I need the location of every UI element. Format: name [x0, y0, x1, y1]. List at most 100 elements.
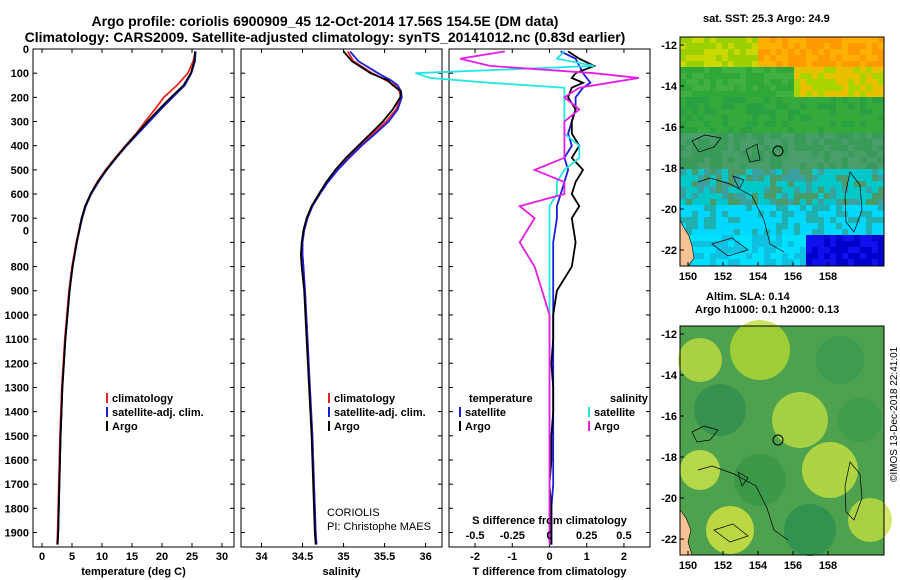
x-tick-label: 0 — [39, 551, 45, 563]
series-line-argo — [299, 50, 402, 545]
legend-label: satellite — [465, 407, 506, 419]
lon-tick-label: 152 — [714, 560, 732, 572]
depth-tick-label: 1800 — [5, 503, 29, 515]
salinity-panel-frame — [240, 48, 443, 548]
institution-label: CORIOLIS — [327, 507, 380, 519]
depth-tick-label: 1300 — [5, 382, 29, 394]
x-axis-label: temperature (deg C) — [81, 566, 186, 578]
sla-map-title-line-1: Altim. SLA: 0.14 — [706, 291, 790, 303]
depth-tick-label: 1900 — [5, 527, 29, 539]
sla-map[interactable] — [678, 320, 892, 556]
lon-tick-label: 156 — [784, 271, 802, 283]
series-line-salinity-argo — [459, 50, 639, 545]
top-tick-label: 0.25 — [576, 530, 597, 542]
argo-position-marker-sst[interactable] — [772, 145, 784, 157]
x-tick-label: -2 — [470, 551, 480, 563]
reef-contours-sst — [691, 134, 863, 257]
lat-tick-label: -16 — [661, 122, 677, 134]
depth-tick-label: 1600 — [5, 455, 29, 467]
legend-label: Argo — [465, 421, 491, 433]
lon-tick-label: 154 — [749, 271, 768, 283]
depth-tick-label: 0 — [23, 225, 29, 237]
x-tick-label: 0 — [546, 551, 552, 563]
depth-axis: 0100200300400500600700080090010001100120… — [5, 44, 650, 539]
lat-tick-label: -22 — [661, 534, 677, 546]
figure-title-line-2: Climatology: CARS2009. Satellite-adjuste… — [24, 29, 626, 45]
temperature-profile-plot[interactable]: 0 5 10 15 20 25 30 temperature (deg C) — [39, 49, 228, 578]
map-axes: -12 -14 -16 -18 -20 -22 150 152 154 156 158 -12 -14 -… — [661, 40, 837, 572]
x-tick-label: -1 — [507, 551, 517, 563]
x-tick-label: 36 — [419, 551, 431, 563]
lon-tick-label: 152 — [714, 271, 732, 283]
top-tick-label: -0.25 — [500, 530, 525, 542]
legend-group-title: salinity — [610, 393, 649, 405]
depth-tick-label: 800 — [11, 262, 29, 274]
lat-tick-label: -12 — [661, 329, 677, 341]
depth-tick-label: 500 — [11, 165, 29, 177]
lat-tick-label: -14 — [661, 81, 678, 93]
imos-watermark: ©IMOS 13-Dec-2018 22:41:01 — [889, 346, 900, 482]
depth-tick-label: 1200 — [5, 358, 29, 370]
lat-tick-label: -14 — [661, 370, 678, 382]
series-line-climatology — [56, 51, 197, 545]
x-tick-label: 35.5 — [374, 551, 395, 563]
sst-map[interactable] — [679, 36, 885, 267]
x-tick-label: 10 — [96, 551, 108, 563]
series-line-temperature-satellite — [550, 50, 592, 545]
legend-label: satellite — [594, 407, 635, 419]
lon-tick-label: 150 — [679, 560, 697, 572]
legend-label: Argo — [334, 421, 360, 433]
figure-title-line-1: Argo profile: coriolis 6900909_45 12-Oct… — [91, 13, 559, 29]
depth-tick-label: 1700 — [5, 479, 29, 491]
sst-heatmap — [680, 37, 885, 266]
depth-tick-label: 1400 — [5, 407, 29, 419]
x-tick-label: 15 — [126, 551, 138, 563]
depth-tick-label: 1500 — [5, 431, 29, 443]
x-axis-label: salinity — [323, 566, 362, 578]
reef-contours-sla — [691, 425, 863, 543]
lon-tick-label: 154 — [749, 560, 768, 572]
depth-tick-label: 700 — [11, 213, 29, 225]
difference-profile-plot[interactable]: -2 -1 0 1 2 T difference from climatology S di… — [415, 49, 639, 578]
x-tick-label: 34 — [255, 551, 268, 563]
series-line-temperature-argo — [548, 50, 597, 545]
lon-tick-label: 158 — [819, 560, 837, 572]
series-line-satellite-adj-clim- — [56, 51, 197, 545]
x-tick-label: 35 — [337, 551, 349, 563]
lat-tick-label: -20 — [661, 493, 677, 505]
depth-tick-label: 300 — [11, 117, 29, 129]
salinity-profile-plot[interactable]: 34 34.5 35 35.5 36 salinity — [255, 49, 432, 578]
depth-tick-label: 1100 — [5, 334, 29, 346]
lat-tick-label: -20 — [661, 204, 677, 216]
series-line-argo — [56, 51, 196, 545]
top-tick-label: -0.5 — [466, 530, 485, 542]
depth-tick-label: 0 — [23, 44, 29, 56]
lon-tick-label: 156 — [784, 560, 802, 572]
x-tick-label: 1 — [584, 551, 590, 563]
lat-tick-label: -18 — [661, 163, 677, 175]
legend-label: Argo — [112, 421, 138, 433]
series-line-satellite-adj-clim- — [301, 50, 403, 545]
sst-map-title: sat. SST: 25.3 Argo: 24.9 — [703, 13, 830, 25]
series-line-climatology — [301, 50, 402, 545]
x-tick-label: 25 — [186, 551, 198, 563]
lat-tick-label: -16 — [661, 411, 677, 423]
lon-tick-label: 158 — [819, 271, 837, 283]
lat-tick-label: -18 — [661, 452, 677, 464]
x-axis-label: T difference from climatology — [472, 566, 627, 578]
lat-tick-label: -22 — [661, 245, 677, 257]
x-tick-label: 5 — [69, 551, 75, 563]
depth-tick-label: 400 — [11, 141, 29, 153]
argo-position-marker-sla[interactable] — [772, 434, 784, 446]
lon-tick-label: 150 — [679, 271, 697, 283]
x-tick-label: 20 — [156, 551, 168, 563]
x-tick-label: 30 — [216, 551, 228, 563]
legends: climatology satellite-adj. clim. Argo clima… — [106, 393, 649, 533]
lat-tick-label: -12 — [661, 40, 677, 52]
legend-label: satellite-adj. clim. — [112, 407, 204, 419]
depth-tick-label: 1000 — [5, 310, 29, 322]
top-axis-label: S difference from climatology — [472, 515, 628, 527]
legend-group-title: temperature — [469, 393, 533, 405]
temperature-panel-frame — [32, 48, 235, 548]
